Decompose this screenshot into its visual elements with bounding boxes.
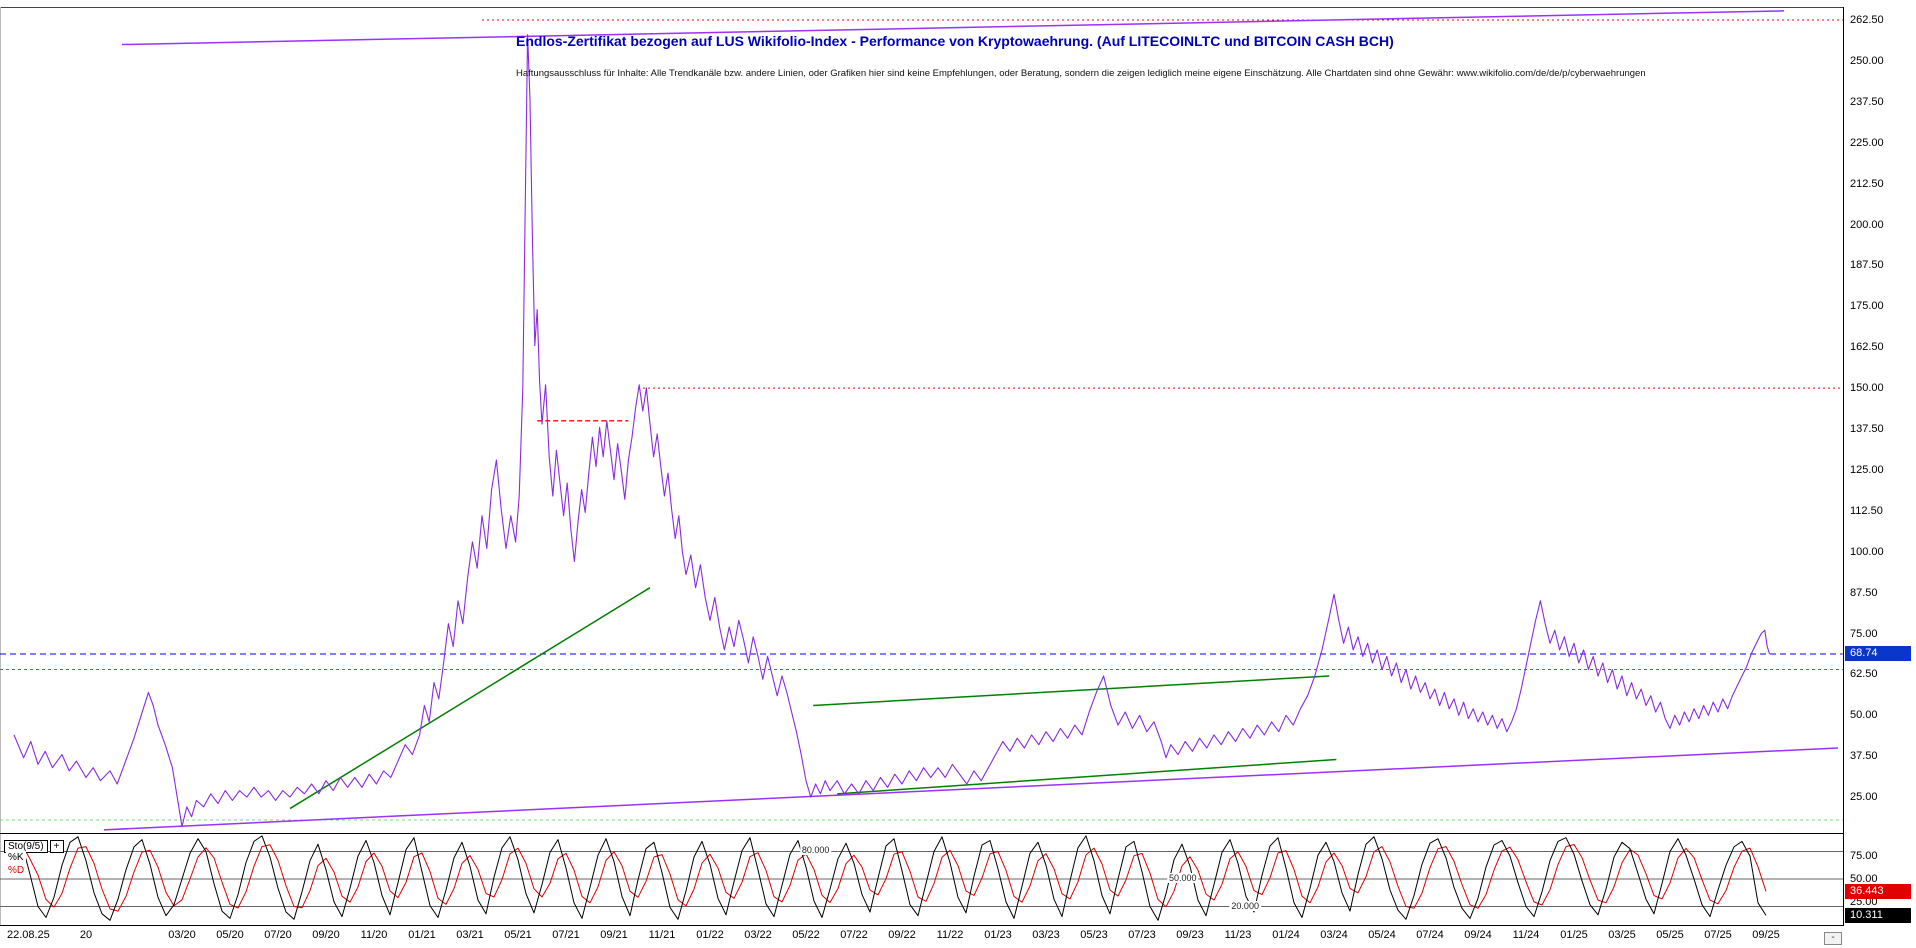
time-tick-label: 11/21 xyxy=(648,929,676,941)
time-tick-label: 09/20 xyxy=(312,929,340,941)
time-tick-label: 11/22 xyxy=(936,929,964,941)
axis-zoom-out-button[interactable]: - xyxy=(1824,932,1842,945)
price-tick-label: 262.50 xyxy=(1850,14,1884,26)
time-tick-label: 01/21 xyxy=(408,929,436,941)
time-tick-label: 05/21 xyxy=(504,929,532,941)
price-tick-label: 87.50 xyxy=(1850,586,1878,599)
price-tick-label: 200.00 xyxy=(1850,218,1884,231)
time-tick-label: 03/20 xyxy=(168,929,196,941)
price-tick-label: 212.50 xyxy=(1850,177,1884,190)
time-tick-label: 20 xyxy=(79,929,93,941)
price-tick-label: 250.00 xyxy=(1850,54,1884,67)
price-tick-label: 100.00 xyxy=(1850,545,1884,558)
chart-disclaimer: Haftungsausschluss für Inhalte: Alle Tre… xyxy=(516,68,1646,79)
sto-d-value-badge: 36.443 xyxy=(1845,884,1911,899)
price-tick-label: 25.00 xyxy=(1850,791,1878,804)
time-tick-label: 09/22 xyxy=(888,929,916,941)
price-tick-label: 237.50 xyxy=(1850,95,1884,108)
sto-level-label: 80.000 xyxy=(799,845,832,856)
time-tick-label: 03/22 xyxy=(744,929,772,941)
time-tick-label: 11/24 xyxy=(1512,929,1540,941)
resistance-trendline-purple-top xyxy=(121,10,1785,46)
time-tick-label: 11/20 xyxy=(360,929,388,941)
price-tick-label: 175.00 xyxy=(1850,300,1884,313)
sto-k-value-badge: 10.311 xyxy=(1845,908,1911,923)
time-tick-label: 01/22 xyxy=(696,929,724,941)
price-tick-label: 162.50 xyxy=(1850,341,1884,354)
sto-tick-label: 50.00 xyxy=(1850,873,1878,885)
sto-level-label: 20.000 xyxy=(1229,900,1261,911)
time-tick-label: 03/23 xyxy=(1032,929,1060,941)
sto-tick-label: 75.00 xyxy=(1850,850,1878,863)
time-tick-label: 07/21 xyxy=(552,929,580,941)
time-tick-label: 05/25 xyxy=(1656,929,1684,941)
resistance-green-2022-2024 xyxy=(813,675,1330,707)
support-trendline-purple-bottom xyxy=(103,747,1839,831)
time-tick-label: 07/23 xyxy=(1128,929,1156,941)
time-tick-label: 01/23 xyxy=(984,929,1012,941)
time-tick-label: 05/23 xyxy=(1080,929,1108,941)
main-price-panel[interactable] xyxy=(0,7,1843,833)
time-tick-label: 09/24 xyxy=(1464,929,1492,941)
price-axis: 262.50 250.00 237.50 225.00 212.50 200.00 187.… xyxy=(1846,0,1916,948)
price-tick-label: 75.00 xyxy=(1850,627,1878,640)
time-tick-label: 07/20 xyxy=(264,929,292,941)
price-tick-label: 225.00 xyxy=(1850,136,1884,149)
sto-d-line xyxy=(13,843,1767,912)
time-tick-label: 01/24 xyxy=(1272,929,1300,941)
sto-level-label: 50.000 xyxy=(1167,873,1199,883)
sto-legend: Sto(9/5) + xyxy=(4,836,64,854)
time-tick-label: 09/23 xyxy=(1176,929,1204,941)
stochastic-panel[interactable] xyxy=(0,833,1843,925)
price-tick-label: 137.50 xyxy=(1850,423,1884,435)
time-tick-label: 01/25 xyxy=(1560,929,1588,941)
uptrend-green-2020-2021 xyxy=(289,587,651,810)
support-green-2022-2024 xyxy=(837,758,1337,795)
time-tick-label: 09/25 xyxy=(1752,929,1780,941)
price-tick-label: 112.50 xyxy=(1850,504,1883,517)
time-tick-label: 05/20 xyxy=(216,929,244,941)
chart-title: Endlos-Zertifikat bezogen auf LUS Wikifo… xyxy=(516,33,1394,49)
time-tick-label: 03/25 xyxy=(1608,929,1636,941)
sto-expand-button[interactable]: + xyxy=(49,840,64,853)
time-tick-label: 05/22 xyxy=(792,929,820,941)
price-line xyxy=(13,34,1771,828)
time-tick-label: 07/25 xyxy=(1704,929,1732,941)
time-tick-label: 05/24 xyxy=(1368,929,1396,941)
time-tick-label: 09/21 xyxy=(600,929,628,941)
price-tick-label: 37.50 xyxy=(1850,750,1878,763)
sto-k-line xyxy=(13,835,1767,921)
price-tick-label: 125.00 xyxy=(1850,463,1884,476)
price-tick-label: 187.50 xyxy=(1850,259,1884,272)
time-tick-label: 03/24 xyxy=(1320,929,1348,941)
time-tick-label: 03/21 xyxy=(456,929,484,941)
time-tick-label: 07/24 xyxy=(1416,929,1444,941)
price-tick-label: 50.00 xyxy=(1850,709,1878,722)
time-tick-label: 11/23 xyxy=(1224,929,1252,941)
price-tick-label: 62.50 xyxy=(1850,668,1878,681)
time-tick-label: 07/22 xyxy=(840,929,868,941)
price-tick-label: 150.00 xyxy=(1850,382,1884,395)
sto-k-label: %K xyxy=(6,852,26,863)
sto-d-label: %D xyxy=(6,865,27,876)
time-tick-label: 22.08.25 xyxy=(6,929,50,941)
current-price-badge: 68.74 xyxy=(1845,646,1911,661)
time-axis: 22.08.25 20 03/20 05/20 07/20 09/20 11/20 01/21… xyxy=(0,926,1846,948)
sto-indicator-label[interactable]: Sto(9/5) xyxy=(4,840,48,853)
